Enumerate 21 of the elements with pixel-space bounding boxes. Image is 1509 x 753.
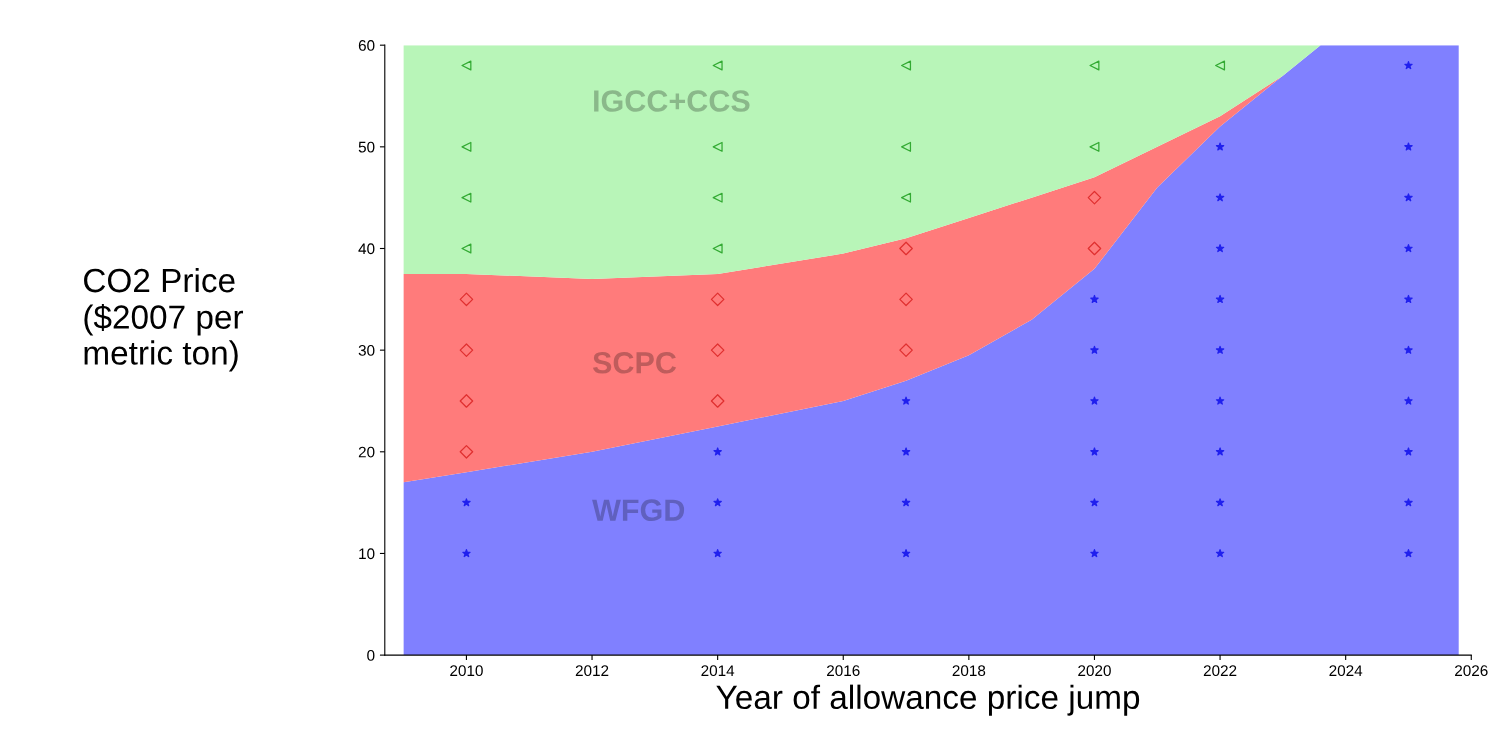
y-tick-label: 20 — [358, 446, 375, 458]
x-tick-label: 2014 — [701, 665, 735, 677]
x-tick-label: 2012 — [575, 665, 609, 677]
y-tick-label: 0 — [367, 649, 375, 661]
x-tick-label: 2016 — [827, 665, 860, 677]
y-tick-label: 40 — [358, 243, 375, 255]
x-tick-label: 2018 — [952, 665, 986, 677]
y-tick-label: 30 — [358, 345, 375, 356]
x-tick-label: 2020 — [1078, 665, 1111, 677]
y-tick-label: 50 — [358, 141, 375, 153]
series-label: WFGD — [592, 499, 685, 521]
x-tick-label: 2026 — [1455, 665, 1488, 677]
x-tick-label: 2010 — [450, 665, 483, 677]
x-axis-title: Year of allowance price jump — [716, 684, 1140, 716]
series-label: SCPC — [592, 351, 677, 374]
series-label: IGCC+CCS — [594, 90, 750, 112]
y-tick-label: 60 — [358, 40, 375, 51]
x-tick-label: 2024 — [1329, 665, 1363, 677]
y-axis-title: CO2 Price ($2007 per metric ton) — [84, 267, 244, 372]
x-tick-label: 2022 — [1203, 665, 1237, 677]
y-tick-label: 10 — [359, 548, 375, 560]
